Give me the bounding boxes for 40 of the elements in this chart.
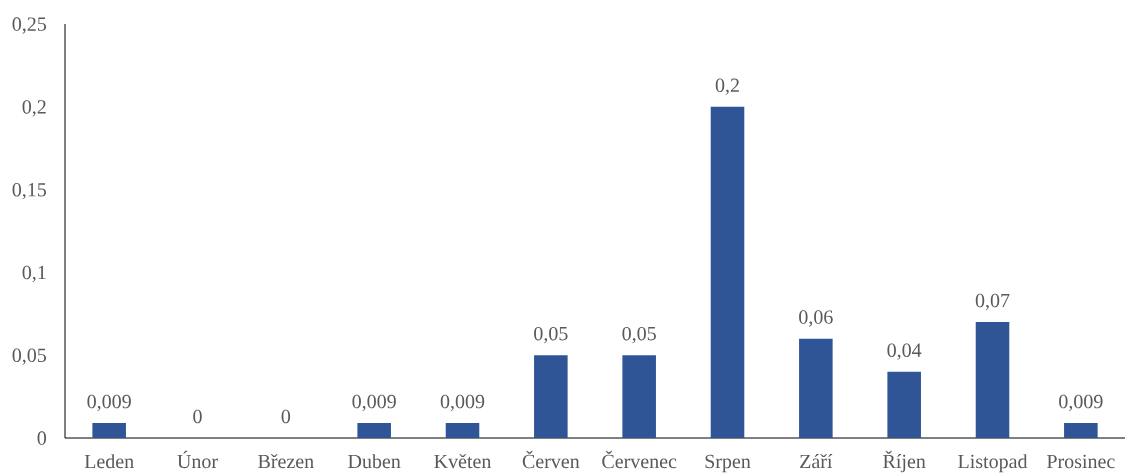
data-label: 0,06 bbox=[799, 310, 833, 327]
bar bbox=[710, 106, 745, 438]
y-tick-label: 0,25 bbox=[12, 17, 47, 34]
x-tick-label: Říjen bbox=[883, 450, 926, 473]
data-label: 0,05 bbox=[534, 326, 568, 344]
x-tick-label: Únor bbox=[177, 450, 218, 469]
bar bbox=[92, 423, 126, 438]
bar bbox=[445, 423, 480, 438]
x-tick-label: Srpen bbox=[705, 454, 751, 473]
x-tick-label: Červenec bbox=[602, 450, 677, 469]
data-label: 0 bbox=[193, 409, 202, 424]
data-label: 0,07 bbox=[975, 293, 1010, 311]
x-tick-label: Květen bbox=[434, 454, 492, 469]
data-label: 0 bbox=[281, 409, 291, 424]
x-tick-label: Červen bbox=[522, 450, 580, 469]
bar bbox=[1064, 423, 1098, 438]
data-label: 0,05 bbox=[622, 326, 656, 344]
bar bbox=[357, 423, 391, 438]
y-tick-label: 0,15 bbox=[12, 182, 47, 200]
x-tick-label: Duben bbox=[348, 454, 401, 469]
y-tick-label: 0,05 bbox=[12, 348, 47, 365]
x-tick-label: Září bbox=[800, 454, 833, 469]
bar bbox=[534, 355, 568, 438]
data-label: 0,009 bbox=[440, 394, 485, 412]
x-tick-label: Listopad bbox=[958, 454, 1028, 473]
data-label: 0,009 bbox=[352, 394, 396, 412]
x-tick-label: Prosinec bbox=[1046, 454, 1115, 469]
bar bbox=[799, 338, 833, 438]
x-tick-label: Březen bbox=[258, 454, 314, 469]
data-label: 0,009 bbox=[87, 394, 131, 412]
bar bbox=[887, 371, 921, 438]
data-label: 0,009 bbox=[1059, 394, 1103, 412]
data-label: 0,2 bbox=[715, 78, 739, 95]
y-tick-label: 0,1 bbox=[22, 265, 46, 283]
bar bbox=[622, 355, 656, 438]
y-tick-label: 0 bbox=[37, 431, 47, 445]
data-label: 0,04 bbox=[887, 343, 922, 360]
x-tick-label: Leden bbox=[84, 454, 134, 469]
bar bbox=[975, 322, 1010, 438]
y-tick-label: 0,2 bbox=[22, 100, 46, 117]
